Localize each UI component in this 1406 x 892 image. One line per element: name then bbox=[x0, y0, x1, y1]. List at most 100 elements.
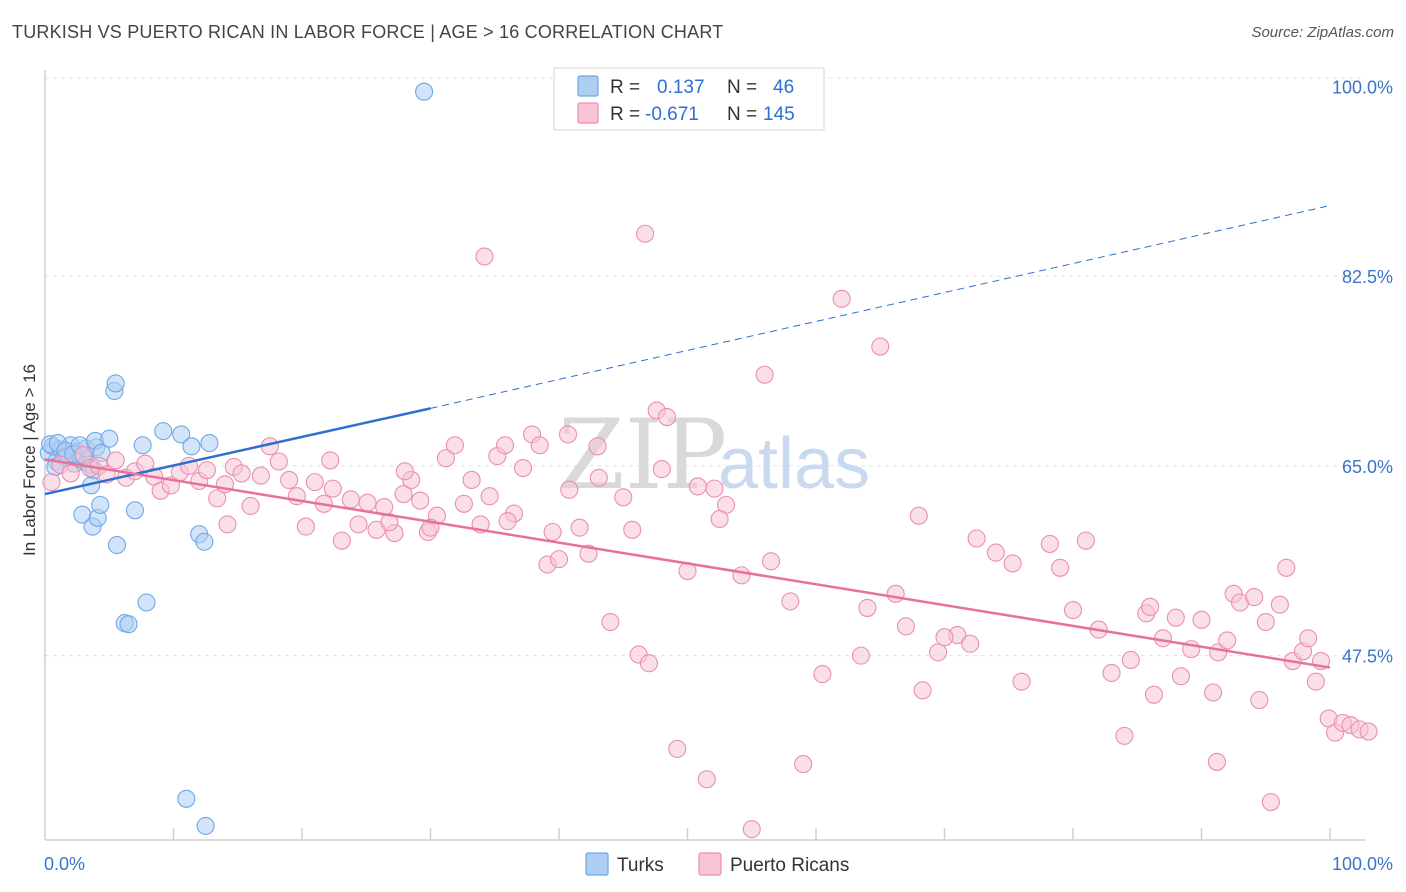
data-point bbox=[986, 543, 1005, 562]
data-point bbox=[589, 468, 608, 487]
data-point bbox=[182, 437, 201, 456]
data-point bbox=[1012, 672, 1031, 691]
data-point bbox=[1115, 726, 1134, 745]
data-point bbox=[601, 612, 620, 632]
x-tick-label-min: 0.0% bbox=[44, 854, 85, 874]
x-tick-label-max: 100.0% bbox=[1332, 854, 1393, 874]
data-point bbox=[909, 506, 928, 525]
data-point bbox=[232, 464, 251, 483]
data-point bbox=[513, 458, 533, 478]
data-point bbox=[1192, 610, 1211, 629]
data-point bbox=[91, 495, 110, 514]
data-point bbox=[1270, 595, 1289, 614]
y-tick-label: 82.5% bbox=[1342, 267, 1393, 287]
data-point bbox=[1063, 601, 1083, 620]
data-point bbox=[480, 487, 499, 506]
data-point bbox=[251, 466, 270, 485]
data-point bbox=[1277, 558, 1296, 577]
data-point bbox=[530, 436, 549, 455]
data-point bbox=[1166, 608, 1185, 627]
data-point bbox=[1204, 683, 1223, 702]
data-point bbox=[100, 429, 119, 448]
data-point bbox=[781, 592, 800, 611]
y-tick-labels: 100.0% 82.5% 65.0% 47.5% bbox=[1332, 77, 1393, 666]
data-point bbox=[614, 488, 633, 507]
data-point bbox=[639, 654, 659, 673]
trend-line bbox=[44, 458, 1331, 669]
data-point bbox=[125, 501, 144, 520]
data-point bbox=[358, 493, 377, 512]
data-point bbox=[154, 422, 173, 441]
data-point bbox=[218, 515, 237, 534]
data-point bbox=[200, 434, 219, 453]
data-point bbox=[967, 529, 986, 548]
data-point bbox=[588, 437, 607, 456]
watermark-atlas-text: atlas bbox=[718, 424, 870, 504]
legend-frame bbox=[553, 67, 825, 131]
bottom-legend-swatch-puerto-ricans bbox=[698, 852, 722, 876]
bottom-legend-swatch-turks bbox=[585, 852, 609, 876]
data-point bbox=[1171, 667, 1190, 686]
y-tick-label: 100.0% bbox=[1332, 77, 1393, 97]
data-point bbox=[742, 820, 761, 839]
series-puerto-ricans-points bbox=[42, 224, 1378, 839]
y-tick-label: 47.5% bbox=[1342, 647, 1393, 667]
data-point bbox=[1076, 531, 1095, 550]
data-point bbox=[961, 634, 980, 653]
data-point bbox=[411, 491, 430, 510]
data-point bbox=[1299, 629, 1318, 648]
data-point bbox=[549, 550, 569, 569]
data-point bbox=[886, 584, 905, 603]
data-point bbox=[380, 513, 399, 532]
data-point bbox=[106, 374, 125, 393]
gridlines bbox=[45, 77, 1365, 657]
data-point bbox=[755, 365, 774, 384]
data-point bbox=[813, 665, 832, 684]
data-point bbox=[929, 643, 948, 662]
data-point bbox=[1003, 554, 1022, 573]
data-point bbox=[394, 484, 413, 504]
data-point bbox=[172, 425, 191, 444]
chart-title: TURKISH VS PUERTO RICAN IN LABOR FORCE |… bbox=[12, 22, 724, 42]
data-point bbox=[579, 544, 598, 563]
legend-swatch-turks bbox=[577, 75, 599, 97]
y-tick-label: 65.0% bbox=[1342, 457, 1393, 477]
legend-r-value-turks: 0.137 bbox=[657, 77, 705, 98]
data-point bbox=[1207, 752, 1226, 771]
data-point bbox=[323, 479, 342, 498]
data-point bbox=[1359, 722, 1378, 741]
data-point bbox=[851, 646, 871, 665]
data-point bbox=[913, 681, 932, 700]
data-point bbox=[305, 473, 324, 492]
legend-swatch-puerto-ricans bbox=[577, 102, 599, 124]
data-point bbox=[106, 451, 125, 470]
legend-r-label-puerto-ricans: R = bbox=[610, 104, 640, 125]
data-point bbox=[107, 535, 127, 555]
data-point bbox=[332, 531, 351, 550]
data-point bbox=[195, 532, 214, 551]
data-point bbox=[1141, 597, 1160, 616]
data-point bbox=[1256, 612, 1275, 632]
data-point bbox=[133, 436, 152, 455]
data-point bbox=[705, 479, 724, 498]
data-point bbox=[668, 739, 687, 758]
data-point bbox=[935, 628, 954, 647]
x-axis-ticks bbox=[172, 828, 1331, 840]
legend-n-label-turks: N = bbox=[727, 77, 757, 98]
data-point bbox=[1261, 792, 1280, 812]
data-point bbox=[710, 509, 729, 529]
data-point bbox=[280, 470, 299, 489]
data-point bbox=[761, 552, 781, 571]
legend-r-value-puerto-ricans: -0.671 bbox=[645, 104, 699, 125]
data-point bbox=[61, 464, 80, 483]
bottom-legend-label-turks: Turks bbox=[617, 855, 664, 876]
data-point bbox=[269, 452, 288, 471]
data-point bbox=[560, 480, 579, 499]
data-point bbox=[177, 789, 196, 808]
data-point bbox=[454, 494, 473, 513]
legend-n-value-turks: 46 bbox=[773, 77, 794, 98]
data-point bbox=[794, 755, 813, 774]
trend-line-extension bbox=[430, 205, 1331, 409]
data-point bbox=[652, 460, 671, 479]
data-point bbox=[623, 520, 642, 539]
